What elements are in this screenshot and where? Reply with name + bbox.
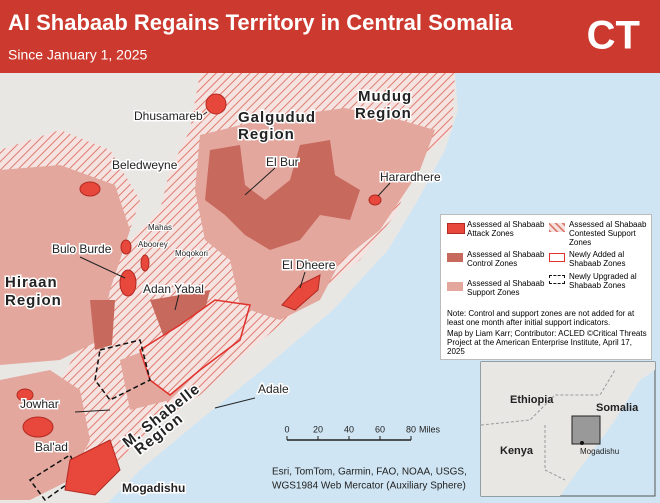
legend-label: Assessed al Shabaab Support Zones: [467, 279, 545, 297]
inset-map: Ethiopia Somalia Kenya Mogadishu: [480, 361, 656, 497]
attribution: Esri, TomTom, Garmin, FAO, NOAA, USGS,: [272, 467, 467, 478]
attack-zone: [22, 416, 54, 438]
attack-zone: [16, 388, 34, 402]
legend-label: Assessed al Shabaab Attack Zones: [467, 220, 545, 238]
scale-label: 80: [406, 424, 416, 434]
place-label: Mogadishu: [122, 481, 185, 495]
legend-swatch: [549, 253, 565, 262]
legend-swatch: [447, 253, 463, 262]
region-label: Galgudud: [238, 109, 316, 126]
place-label: Dhusamareb: [134, 109, 203, 123]
attack-zone: [79, 181, 101, 197]
scale-bar: 0 20 40 60 80 Miles: [284, 424, 441, 441]
attack-zone: [120, 239, 132, 255]
attack-zone: [64, 439, 121, 496]
scale-label: 0: [284, 424, 289, 434]
legend-credits: Map by Liam Karr; Contributor: ACLED ©Cr…: [447, 329, 647, 356]
legend: Assessed al Shabaab Attack Zones Assesse…: [440, 214, 652, 360]
place-label: Moqokori: [175, 249, 208, 258]
place-label: Adale: [258, 382, 289, 396]
place-label: Bulo Burde: [52, 242, 112, 256]
inset-label: Kenya: [500, 445, 534, 457]
logo: CT: [587, 14, 640, 58]
newly-upgraded-zone: [94, 339, 151, 401]
legend-note: Note: Control and support zones are not …: [447, 309, 635, 327]
legend-swatch: [447, 282, 463, 291]
region-label: Region: [355, 105, 412, 122]
legend-label: Assessed al Shabaab Contested Support Zo…: [569, 220, 647, 247]
legend-swatch: [549, 275, 565, 284]
support-zone: [250, 255, 340, 320]
attack-zone: [205, 93, 227, 115]
newly-upgraded-zone: [28, 453, 81, 502]
inset-label: Mogadishu: [580, 447, 619, 456]
title: Al Shabaab Regains Territory in Central …: [8, 10, 513, 35]
region-label: Region: [5, 292, 62, 309]
attack-zone: [140, 254, 150, 272]
attack-zone: [281, 274, 321, 311]
region-label: Mudug: [358, 88, 412, 105]
header-band: [0, 0, 660, 73]
inset-label: Ethiopia: [510, 394, 554, 406]
control-zone: [90, 300, 115, 350]
subtitle: Since January 1, 2025: [8, 47, 148, 63]
legend-label: Assessed al Shabaab Control Zones: [467, 250, 545, 268]
leader-lines: [74, 111, 391, 413]
region-label: Hiraan: [5, 274, 58, 291]
place-label: Harardhere: [380, 170, 441, 184]
scale-label: 20: [313, 424, 323, 434]
place-label: Beledweyne: [112, 158, 178, 172]
region-label: Region: [238, 126, 295, 143]
newly-added-zone: [139, 299, 251, 396]
scale-label: 40: [344, 424, 354, 434]
control-zone: [205, 140, 360, 250]
legend-swatch: [447, 223, 465, 234]
attack-zone: [368, 194, 382, 206]
legend-label: Newly Upgraded al Shabaab Zones: [569, 272, 637, 290]
place-label: Adan Yabal: [143, 282, 204, 296]
place-label: Mahas: [148, 223, 172, 232]
scale-unit: Miles: [419, 424, 441, 434]
inset-label: Somalia: [596, 402, 639, 414]
legend-label: Newly Added al Shabaab Zones: [569, 250, 626, 268]
place-label: Bal'ad: [35, 440, 68, 454]
legend-swatch: [549, 223, 565, 232]
place-label: Aboorey: [138, 240, 168, 249]
attack-zone: [119, 269, 137, 297]
attribution: WGS1984 Web Mercator (Auxiliary Sphere): [272, 481, 466, 492]
place-label: Jowhar: [20, 397, 59, 411]
place-label: El Bur: [266, 155, 299, 169]
scale-label: 60: [375, 424, 385, 434]
place-label: El Dheere: [282, 258, 336, 272]
